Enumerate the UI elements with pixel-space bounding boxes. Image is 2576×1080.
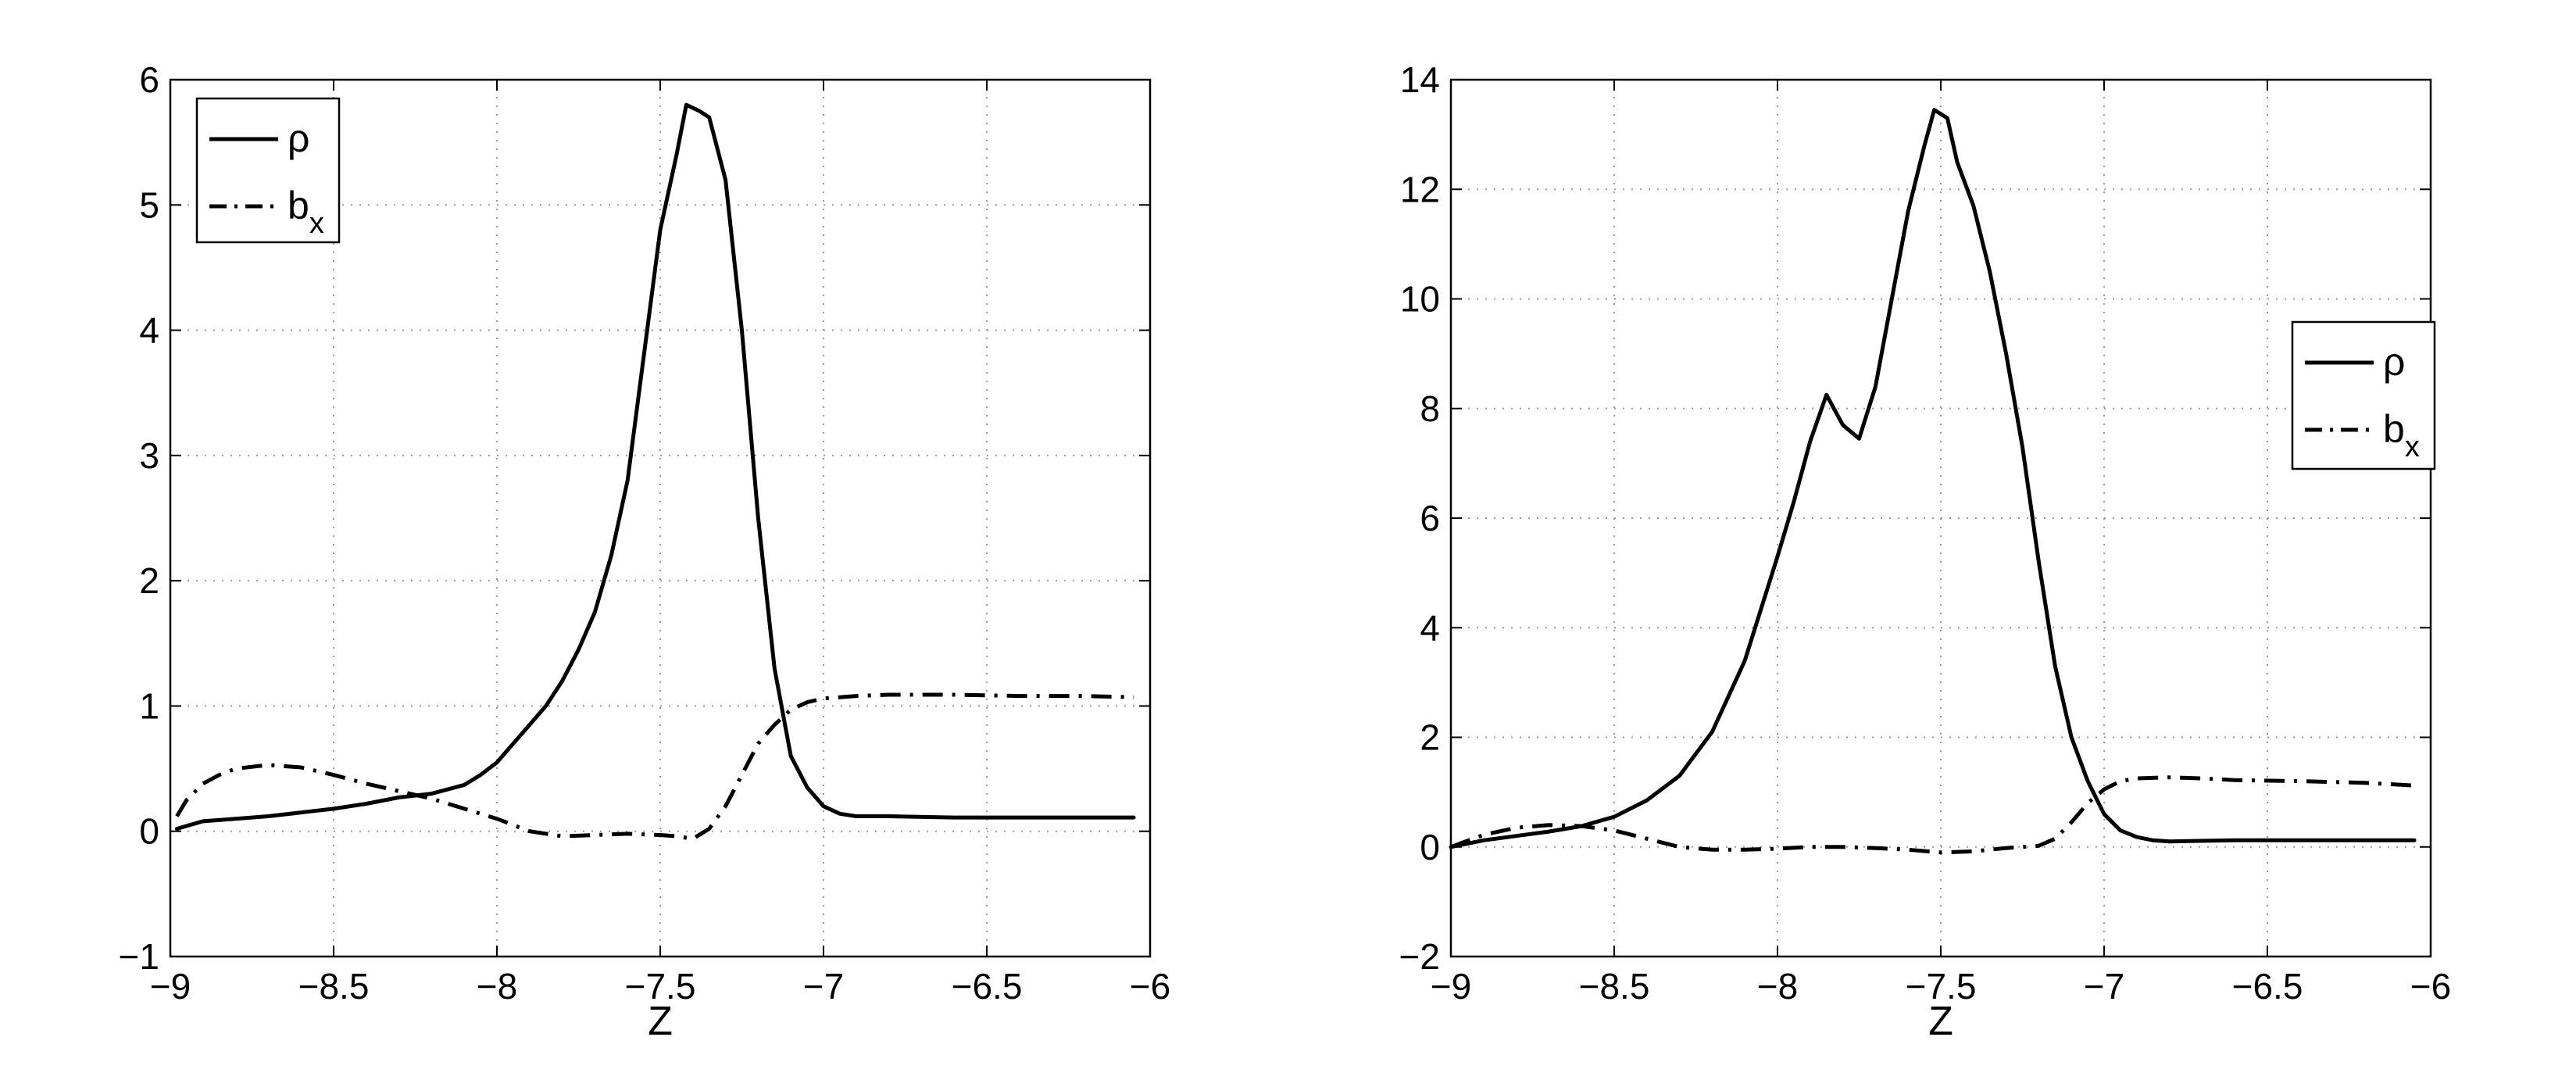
series-line-rho bbox=[1449, 108, 2417, 849]
y-tick-label: 0 bbox=[1420, 827, 1440, 867]
series-line-rho bbox=[174, 102, 1136, 831]
legend-label-subscript: x bbox=[2405, 431, 2420, 463]
y-tick-label: 10 bbox=[1400, 279, 1440, 320]
y-tick-label: 6 bbox=[139, 59, 159, 100]
legend-box bbox=[2291, 320, 2436, 470]
legend: ρbx bbox=[195, 97, 341, 244]
x-tick-label: −9 bbox=[150, 966, 191, 1007]
y-tick-label: 0 bbox=[139, 811, 159, 852]
legend-label-subscript: x bbox=[309, 207, 324, 240]
x-tick-label: −8.5 bbox=[1579, 966, 1650, 1007]
x-tick-label: −7 bbox=[803, 966, 844, 1007]
y-tick-label: 4 bbox=[139, 310, 159, 351]
y-tick-label: 1 bbox=[139, 685, 159, 726]
y-tick-label: 8 bbox=[1420, 388, 1440, 429]
x-tick-label: −8.5 bbox=[298, 966, 370, 1007]
x-tick-label: −9 bbox=[1431, 966, 1471, 1007]
series-line-bx bbox=[1450, 775, 2415, 855]
y-tick-label: −2 bbox=[1399, 936, 1440, 977]
x-axis-label: Z bbox=[1928, 999, 1953, 1044]
legend-box bbox=[195, 97, 341, 244]
legend: ρbx bbox=[2291, 320, 2436, 470]
x-tick-label: −6.5 bbox=[2232, 966, 2303, 1007]
x-tick-label: −8 bbox=[477, 966, 517, 1007]
x-tick-label: −6.5 bbox=[952, 966, 1023, 1007]
x-tick-label: −6 bbox=[1130, 966, 1170, 1007]
y-tick-label: 5 bbox=[139, 184, 159, 225]
x-tick-label: −8 bbox=[1757, 966, 1798, 1007]
y-tick-label: 4 bbox=[1420, 607, 1440, 648]
y-tick-label: 2 bbox=[1420, 717, 1440, 758]
legend-label: ρ bbox=[2383, 340, 2405, 384]
series-line-bx bbox=[175, 692, 1134, 841]
y-tick-label: 12 bbox=[1400, 169, 1440, 209]
y-tick-label: −1 bbox=[119, 936, 159, 977]
x-tick-label: −7.5 bbox=[1906, 966, 1977, 1007]
x-tick-label: −6 bbox=[2410, 966, 2451, 1007]
x-tick-label: −7.5 bbox=[625, 966, 696, 1007]
x-axis-label: Z bbox=[648, 999, 673, 1044]
y-tick-label: 2 bbox=[139, 560, 159, 601]
x-tick-label: −7 bbox=[2084, 966, 2124, 1007]
y-tick-label: 3 bbox=[139, 435, 159, 476]
y-tick-label: 6 bbox=[1420, 498, 1440, 538]
legend-label: ρ bbox=[288, 116, 309, 160]
y-tick-label: 14 bbox=[1400, 59, 1440, 100]
